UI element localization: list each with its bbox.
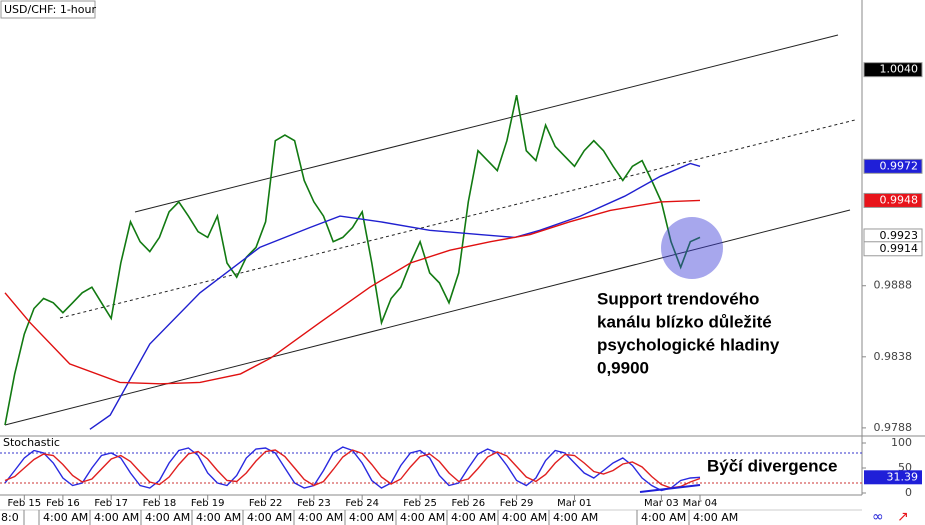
channel-line (134, 34, 839, 213)
series-line (89, 162, 701, 430)
price-label: 1.0040 (880, 63, 919, 76)
panel-title: Stochastic (3, 436, 60, 449)
x-tick-label: Feb 25 (403, 498, 437, 509)
pin-icon[interactable]: ↗ (897, 509, 909, 525)
y-tick-label: 0 (905, 486, 912, 499)
last-value-box (864, 470, 922, 485)
price-label: 0.9914 (880, 242, 919, 255)
annotation: Support trendového (597, 289, 759, 308)
link-icon[interactable]: ∞ (872, 509, 884, 525)
annotation: psychologické hladiny (597, 335, 780, 354)
time-label: 4:00 AM (693, 511, 738, 524)
time-label: 4:00 AM (196, 511, 241, 524)
x-tick-label: Feb 17 (94, 498, 128, 509)
x-tick-label: Mar 01 (557, 498, 592, 509)
x-tick-label: Feb 18 (143, 498, 177, 509)
time-label: 4:00 AM (43, 511, 88, 524)
divergence-line (639, 484, 701, 493)
x-tick-label: Feb 24 (345, 498, 379, 509)
x-tick-label: Mar 04 (683, 498, 718, 509)
series-line (4, 199, 701, 385)
x-tick-label: Feb 29 (500, 498, 534, 509)
annotation: Býčí divergence (707, 456, 837, 475)
time-label: 4:00 AM (502, 511, 547, 524)
series-line (4, 95, 701, 426)
price-label-box (863, 192, 923, 208)
x-tick-label: Feb 22 (249, 498, 283, 509)
last-value-label: 31.39 (887, 470, 919, 483)
time-label: 4:00 AM (298, 511, 343, 524)
y-tick-label: 100 (891, 436, 912, 449)
x-tick-label: Feb 15 (8, 498, 42, 509)
x-tick-label: Mar 03 (644, 498, 679, 509)
channel-line (59, 119, 856, 319)
price-label-box (863, 158, 923, 174)
annotation: 0,9900 (597, 358, 649, 377)
title-box (0, 0, 96, 19)
time-label: 4:00 AM (145, 511, 190, 524)
x-tick-label: Feb 16 (46, 498, 80, 509)
price-label: 0.9923 (880, 229, 919, 242)
price-label-box (863, 62, 923, 78)
title-box (1, 437, 57, 450)
x-tick-label: Feb 26 (452, 498, 486, 509)
series-line (4, 449, 701, 489)
price-label: 0.9948 (880, 193, 919, 206)
time-label: 4:00 AM (94, 511, 139, 524)
time-label: 4:00 AM (400, 511, 445, 524)
annotation-bg (703, 456, 859, 478)
y-tick-label: 0.9788 (874, 421, 913, 434)
price-label-box (863, 241, 923, 257)
channel-line (4, 209, 851, 426)
chart-title: USD/CHF: 1-hour (4, 3, 96, 16)
time-label: 4:00 AM (553, 511, 598, 524)
time-label: 4:00 AM (349, 511, 394, 524)
time-label: 8:0 (1, 511, 19, 524)
toolbar-icons[interactable]: ∞ ↗ (872, 509, 909, 525)
annotation: kanálu blízko důležité (597, 312, 772, 331)
time-label: 4:00 AM (641, 511, 686, 524)
highlight-circle (661, 217, 723, 279)
x-tick-label: Feb 23 (297, 498, 331, 509)
price-label: 0.9972 (880, 159, 919, 172)
time-label: 4:00 AM (247, 511, 292, 524)
y-tick-label: 0.9838 (874, 350, 913, 363)
time-label: 4:00 AM (451, 511, 496, 524)
y-tick-label: 0.9888 (874, 279, 913, 292)
x-tick-label: Feb 19 (191, 498, 225, 509)
